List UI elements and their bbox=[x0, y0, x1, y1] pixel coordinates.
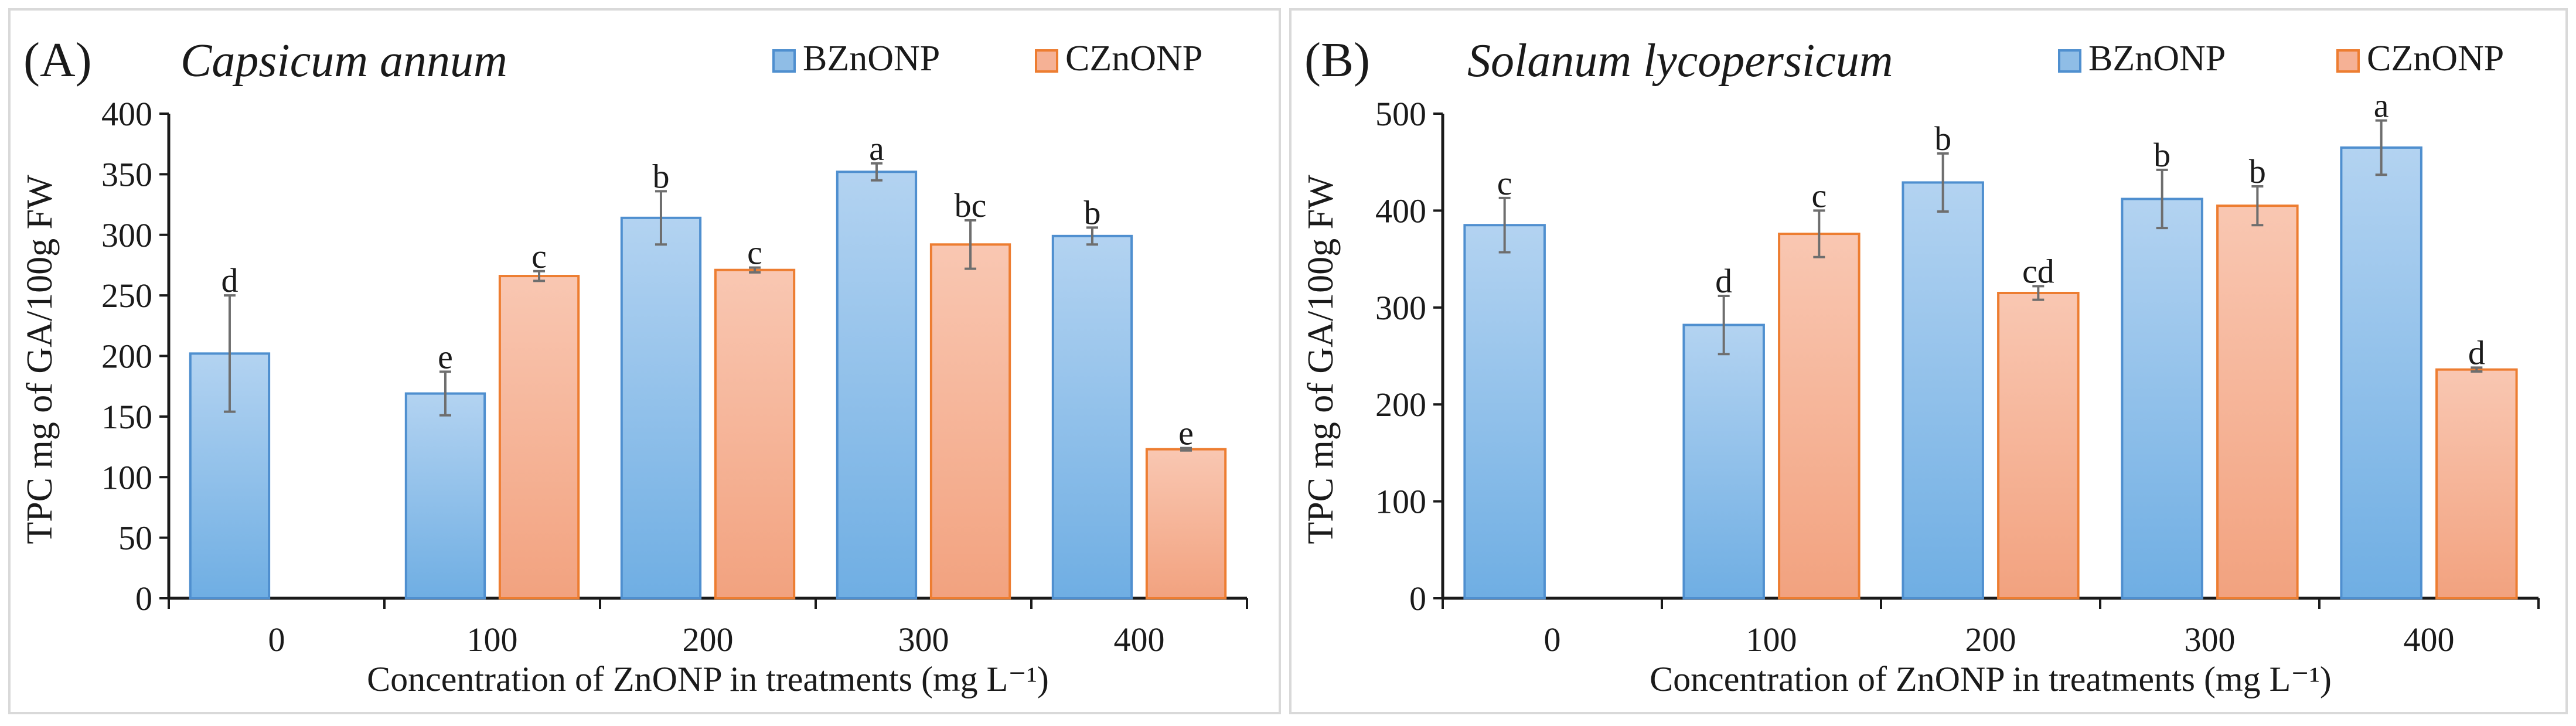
y-tick-label: 400 bbox=[1375, 192, 1426, 230]
legend-swatch-bznonp bbox=[2058, 49, 2081, 73]
significance-letter: e bbox=[438, 338, 453, 376]
significance-letter: cd bbox=[2022, 252, 2054, 290]
x-tick-label: 0 bbox=[1544, 621, 1561, 659]
bar-bznonp-300 bbox=[2121, 197, 2203, 599]
x-axis-label: Concentration of ZnONP in treatments (mg… bbox=[1650, 660, 2332, 698]
x-tick-label: 400 bbox=[2404, 621, 2455, 659]
legend-label-bznonp: BZnONP bbox=[803, 39, 940, 79]
x-tick-label: 100 bbox=[1746, 621, 1797, 659]
bar-bznonp-400 bbox=[2340, 146, 2422, 599]
x-tick-label: 200 bbox=[1965, 621, 2016, 659]
x-tick-label: 300 bbox=[2185, 621, 2236, 659]
legend-label-bznonp: BZnONP bbox=[2088, 39, 2226, 79]
bar-bznonp-200 bbox=[1902, 181, 1984, 599]
bar-chart-a: (A) Capsicum annum BZnONP CZnONP 0 50 100 150 20… bbox=[20, 33, 1248, 698]
bar-cznonp-400 bbox=[1145, 448, 1227, 600]
y-tick-label: 350 bbox=[101, 155, 152, 193]
significance-letter: d bbox=[221, 261, 238, 299]
significance-letter: d bbox=[1715, 262, 1732, 300]
panel-label: (B) bbox=[1304, 33, 1370, 87]
significance-letter: b bbox=[1083, 193, 1100, 231]
significance-letter: c bbox=[747, 234, 762, 272]
x-tick-label: 100 bbox=[467, 621, 518, 659]
significance-letter: d bbox=[2468, 333, 2485, 371]
y-tick-label: 0 bbox=[1409, 580, 1426, 618]
chart-panel-b: (B) Solanum lycopersicum BZnONP CZnONP 0 100 2… bbox=[1289, 8, 2568, 714]
legend-label-cznonp: CZnONP bbox=[2367, 39, 2504, 79]
y-tick-label: 500 bbox=[1375, 95, 1426, 133]
x-axis-label: Concentration of ZnONP in treatments (mg… bbox=[367, 660, 1049, 698]
bar-bznonp-100 bbox=[1682, 323, 1765, 600]
significance-letter: c bbox=[1811, 176, 1827, 214]
x-tick-label: 300 bbox=[898, 621, 949, 659]
significance-letter: b bbox=[1934, 120, 1951, 158]
bar-cznonp-100 bbox=[498, 275, 580, 600]
significance-letter: b bbox=[2154, 136, 2170, 174]
chart-panel-a: (A) Capsicum annum BZnONP CZnONP 0 50 100 150 20… bbox=[8, 8, 1281, 714]
y-tick-label: 300 bbox=[1375, 289, 1426, 327]
y-axis-label: TPC mg of GA/100g FW bbox=[1301, 175, 1341, 544]
y-tick-label: 150 bbox=[101, 398, 152, 436]
panel-label: (A) bbox=[23, 33, 92, 87]
significance-letter: bc bbox=[955, 186, 987, 224]
bar-bznonp-400 bbox=[1051, 234, 1133, 599]
y-tick-label: 100 bbox=[1375, 483, 1426, 521]
y-tick-label: 300 bbox=[101, 216, 152, 254]
legend-swatch-cznonp bbox=[2336, 49, 2360, 73]
bar-cznonp-400 bbox=[2435, 368, 2518, 599]
y-tick-label: 250 bbox=[101, 277, 152, 315]
bar-bznonp-0 bbox=[1463, 224, 1546, 599]
y-axis-label: TPC mg of GA/100g FW bbox=[20, 175, 60, 544]
bar-cznonp-100 bbox=[1778, 233, 1861, 599]
significance-letter: e bbox=[1178, 414, 1194, 452]
chart-title: Capsicum annum bbox=[180, 35, 507, 87]
legend-label-cznonp: CZnONP bbox=[1065, 39, 1202, 79]
bar-cznonp-200 bbox=[714, 268, 796, 599]
significance-letter: c bbox=[1497, 164, 1512, 202]
chart-title: Solanum lycopersicum bbox=[1467, 35, 1893, 87]
x-tick-label: 0 bbox=[268, 621, 285, 659]
bar-cznonp-300 bbox=[2216, 204, 2299, 599]
bar-cznonp-200 bbox=[1997, 291, 2080, 599]
legend-swatch-cznonp bbox=[1035, 49, 1058, 73]
y-tick-label: 100 bbox=[101, 458, 152, 496]
x-tick-label: 400 bbox=[1114, 621, 1165, 659]
significance-letter: b bbox=[652, 157, 669, 195]
legend-swatch-bznonp bbox=[772, 49, 796, 73]
y-tick-label: 200 bbox=[101, 338, 152, 376]
y-tick-label: 50 bbox=[118, 519, 152, 557]
y-tick-label: 400 bbox=[101, 95, 152, 133]
bar-bznonp-200 bbox=[620, 216, 702, 599]
bar-cznonp-300 bbox=[929, 243, 1011, 600]
significance-letter: c bbox=[531, 237, 547, 275]
bar-chart-b: (B) Solanum lycopersicum BZnONP CZnONP 0 100 2… bbox=[1301, 33, 2540, 698]
bar-bznonp-300 bbox=[836, 171, 918, 599]
significance-letter: a bbox=[2374, 87, 2389, 125]
significance-letter: a bbox=[869, 129, 884, 168]
bar-bznonp-100 bbox=[404, 392, 486, 600]
significance-letter: b bbox=[2249, 152, 2266, 190]
x-tick-label: 200 bbox=[683, 621, 734, 659]
y-tick-label: 0 bbox=[135, 580, 152, 618]
y-tick-label: 200 bbox=[1375, 386, 1426, 424]
